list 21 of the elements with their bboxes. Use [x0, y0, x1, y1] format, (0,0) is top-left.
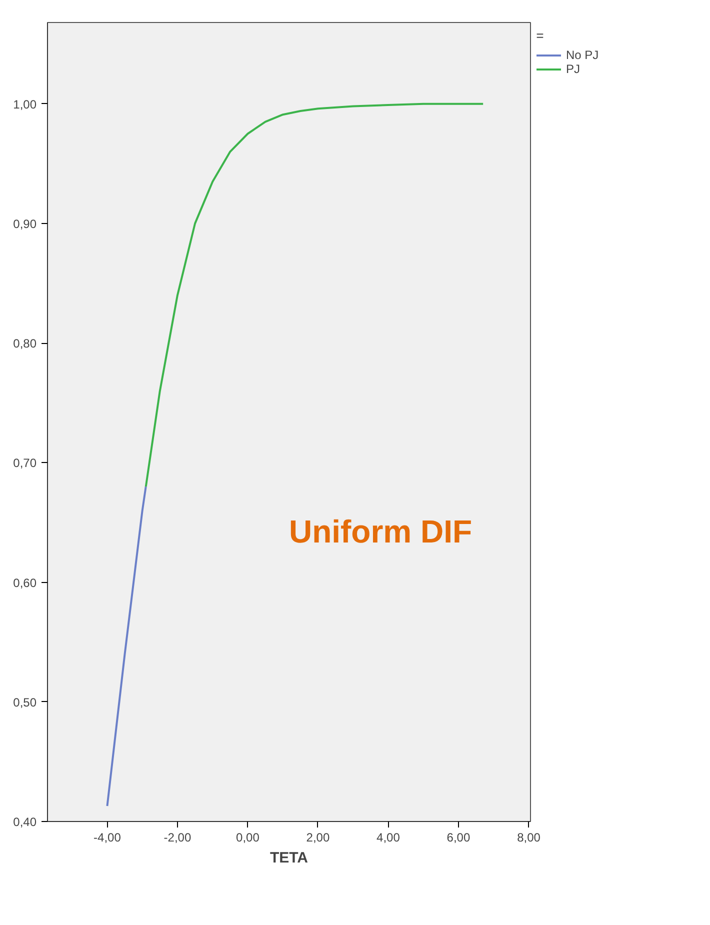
- y-tick-label: 0,90: [13, 216, 37, 231]
- y-tick-label: 0,60: [13, 576, 37, 590]
- legend-label: PJ: [566, 62, 582, 76]
- x-tick-label: 2,00: [306, 830, 330, 844]
- x-tick-label: -4,00: [94, 830, 122, 844]
- line-series: [144, 102, 484, 488]
- x-tick-label: 0,00: [236, 830, 260, 844]
- legend-title: =: [536, 28, 545, 43]
- x-tick-label: -2,00: [164, 830, 192, 844]
- y-tick-label: 0,50: [13, 695, 37, 710]
- y-tick-label: 1,00: [13, 97, 37, 112]
- line-series: [106, 486, 147, 807]
- annotation: Uniform DIF: [288, 514, 472, 550]
- y-tick-label: 0,40: [13, 815, 37, 829]
- legend-label: No PJ: [566, 48, 599, 62]
- y-tick-label: 0,80: [13, 336, 37, 351]
- x-tick-label: 4,00: [376, 830, 400, 844]
- y-tick-label: 0,70: [13, 456, 37, 470]
- x-tick-label: 6,00: [446, 830, 470, 844]
- x-axis-title: TETA: [270, 850, 308, 866]
- x-tick-label: 8,00: [517, 830, 541, 844]
